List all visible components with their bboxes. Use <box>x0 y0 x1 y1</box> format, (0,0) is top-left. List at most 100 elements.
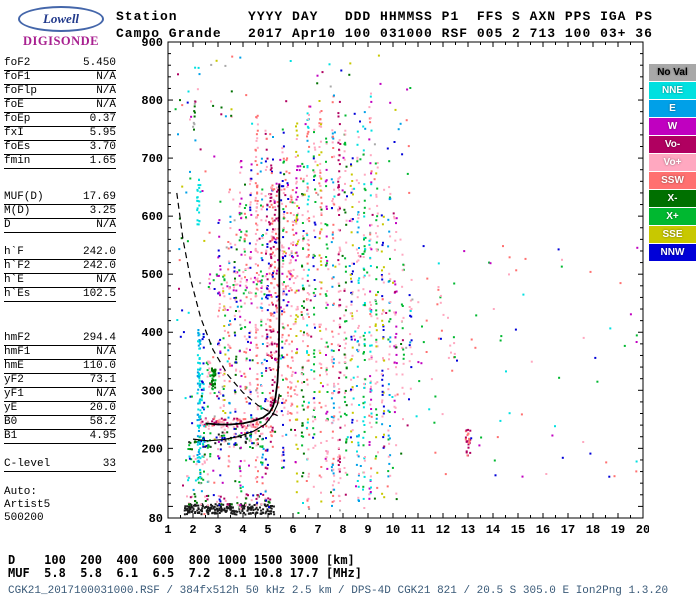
station-header-line2: Campo Grande 2017 Apr10 100 031000 RSF 0… <box>116 26 653 41</box>
param-row-md: M(D) 3.25 <box>4 205 116 219</box>
x-tick-label: 16 <box>536 523 550 537</box>
legend-item-x-: X- <box>649 190 696 207</box>
param-label: foEp <box>4 113 31 125</box>
x-tick-label: 17 <box>561 523 575 537</box>
parameter-panel: foF2 5.450 foF1 N/A foFlp N/A foE N/A foEp 0.37 fx… <box>4 57 116 525</box>
param-value: 0.37 <box>89 113 116 125</box>
param-row-hf2: h`F2 242.0 <box>4 260 116 274</box>
param-row-mufd: MUF(D) 17.69 <box>4 191 116 205</box>
legend-item-no-val: No Val <box>649 64 696 81</box>
param-label: C-level <box>4 458 51 470</box>
x-tick-label: 9 <box>364 523 371 537</box>
param-value: N/A <box>96 99 116 111</box>
y-tick-label: 500 <box>141 268 163 282</box>
param-row-ye: yE 20.0 <box>4 402 116 416</box>
y-tick-label: 800 <box>141 94 163 108</box>
legend-item-w: W <box>649 118 696 135</box>
param-value: 294.4 <box>82 332 116 344</box>
param-group: h`F 242.0 h`F2 242.0 h`E N/A h`Es 102.5 <box>4 246 116 302</box>
legend-item-vo-: Vo- <box>649 136 696 153</box>
echo-points <box>174 54 639 516</box>
param-label: foE <box>4 99 24 111</box>
x-tick-label: 4 <box>239 523 246 537</box>
x-tick-label: 6 <box>289 523 296 537</box>
x-tick-label: 20 <box>636 523 649 537</box>
station-header-line1: Station YYYY DAY DDD HHMMSS P1 FFS S AXN… <box>116 9 653 24</box>
x-tick-label: 7 <box>314 523 321 537</box>
x-tick-label: 18 <box>586 523 600 537</box>
param-label: MUF(D) <box>4 191 44 203</box>
param-group: hmF2 294.4 hmF1 N/A hmE 110.0 yF2 73.1 yF1 N/A yE 2… <box>4 332 116 444</box>
param-row-clevel: C-level 33 <box>4 458 116 472</box>
muf-distance-table: D 100 200 400 600 800 1000 1500 3000 [km… <box>8 554 362 580</box>
legend-item-vo+: Vo+ <box>649 154 696 171</box>
param-row-hmf2: hmF2 294.4 <box>4 332 116 346</box>
param-label: hmF1 <box>4 346 31 358</box>
param-row-foe: foE N/A <box>4 99 116 113</box>
param-value: 3.70 <box>89 141 116 153</box>
param-label: foF1 <box>4 71 31 83</box>
lowell-logo-oval: Lowell <box>18 6 104 32</box>
legend-item-e: E <box>649 100 696 117</box>
autoscaling-info: Auto: Artist5 500200 <box>4 486 116 525</box>
y-tick-label: 300 <box>141 384 163 398</box>
param-row-hes: h`Es 102.5 <box>4 288 116 302</box>
param-row-d: D N/A <box>4 219 116 233</box>
param-label: h`F2 <box>4 260 31 272</box>
legend-item-nne: NNE <box>649 82 696 99</box>
param-label: h`F <box>4 246 24 258</box>
legend-item-sse: SSE <box>649 226 696 243</box>
param-row-hme: hmE 110.0 <box>4 360 116 374</box>
param-value: N/A <box>96 85 116 97</box>
lowell-digisonde-logo: Lowell DIGISONDE <box>10 6 112 49</box>
param-group: foF2 5.450 foF1 N/A foFlp N/A foE N/A foEp 0.37 fx… <box>4 57 116 169</box>
param-row-hf: h`F 242.0 <box>4 246 116 260</box>
x-tick-label: 14 <box>486 523 500 537</box>
param-row-fxi: fxI 5.95 <box>4 127 116 141</box>
param-value: 4.95 <box>89 430 116 442</box>
param-label: yE <box>4 402 18 414</box>
param-label: yF1 <box>4 388 24 400</box>
x-tick-label: 1 <box>164 523 171 537</box>
param-label: fxI <box>4 127 24 139</box>
param-row-fof1: foF1 N/A <box>4 71 116 85</box>
muf-transmission-curve <box>176 192 281 418</box>
param-value: 110.0 <box>82 360 116 372</box>
f-trace-fit-curve <box>205 184 281 426</box>
param-row-foes: foEs 3.70 <box>4 141 116 155</box>
param-label: yF2 <box>4 374 24 386</box>
param-row-foflp: foFlp N/A <box>4 85 116 99</box>
param-group: MUF(D) 17.69 M(D) 3.25 D N/A <box>4 191 116 233</box>
y-tick-label: 200 <box>141 442 163 456</box>
y-tick-label: 80 <box>149 512 163 526</box>
param-value: 1.65 <box>89 155 116 167</box>
x-tick-label: 5 <box>264 523 271 537</box>
x-tick-label: 8 <box>339 523 346 537</box>
muf-row: MUF 5.8 5.8 6.1 6.5 7.2 8.1 10.8 17.7 [M… <box>8 566 363 580</box>
param-group: C-level 33 <box>4 458 116 472</box>
param-value: 33 <box>102 458 116 470</box>
param-label: h`E <box>4 274 24 286</box>
param-label: M(D) <box>4 205 31 217</box>
param-value: N/A <box>96 71 116 83</box>
x-tick-label: 2 <box>189 523 196 537</box>
plot-frame <box>167 41 644 519</box>
param-footer-line: Artist5 <box>4 499 51 511</box>
param-row-b1: B1 4.95 <box>4 430 116 444</box>
param-row-fmin: fmin 1.65 <box>4 155 116 169</box>
param-value: N/A <box>96 219 116 231</box>
echo-color-legend: No Val NNE E W Vo- Vo+ SSW X- X+ SSE NNW <box>649 64 696 262</box>
logo-digisonde-text: DIGISONDE <box>22 34 100 48</box>
param-value: 242.0 <box>82 260 116 272</box>
parameter-groups: foF2 5.450 foF1 N/A foFlp N/A foE N/A foEp 0.37 fx… <box>4 57 116 472</box>
y-tick-label: 600 <box>141 210 163 224</box>
param-row-b0: B0 58.2 <box>4 416 116 430</box>
param-value: 73.1 <box>89 374 116 386</box>
param-row-fof2: foF2 5.450 <box>4 57 116 71</box>
param-value: 5.95 <box>89 127 116 139</box>
param-label: foF2 <box>4 57 31 69</box>
param-value: N/A <box>96 388 116 400</box>
param-footer-line: 500200 <box>4 512 44 524</box>
